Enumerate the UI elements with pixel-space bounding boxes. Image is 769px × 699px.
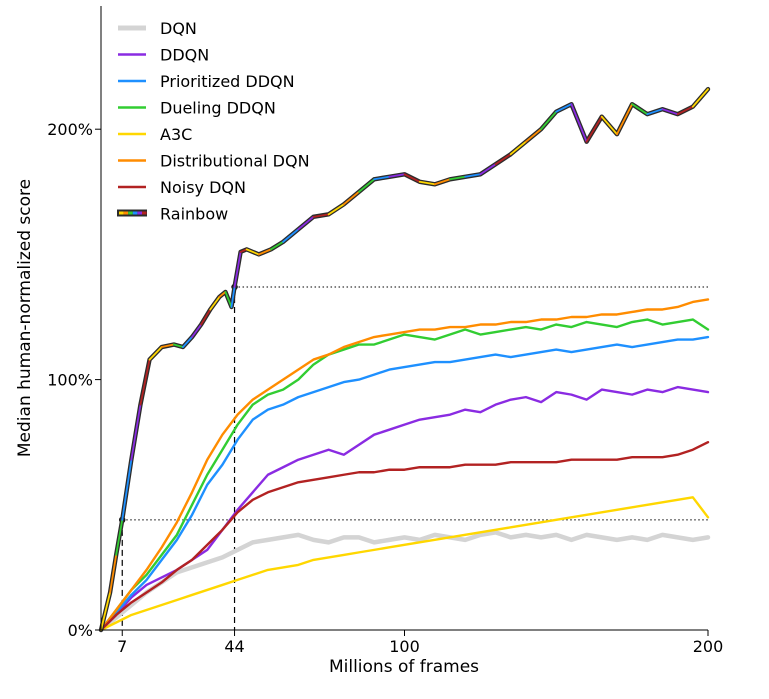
rainbow-segment xyxy=(327,203,345,216)
x-tick-label: 100 xyxy=(389,637,420,656)
legend-item-distributional-dqn: Distributional DQN xyxy=(118,152,310,171)
rainbow-segment xyxy=(525,128,542,143)
series-line-dueling-ddqn xyxy=(99,318,710,632)
rainbow-segment xyxy=(172,343,184,348)
x-axis-title: Millions of frames xyxy=(329,657,479,677)
legend-label: DDQN xyxy=(160,46,209,65)
series-line-a3c xyxy=(99,496,710,632)
rainbow-segment xyxy=(160,343,175,348)
rainbow-segment xyxy=(115,518,124,556)
rainbow-segment xyxy=(191,323,203,338)
rainbow-segment xyxy=(555,103,573,113)
legend-swatch-stripe xyxy=(123,211,129,215)
rainbow-segment xyxy=(616,103,634,136)
legend-item-dqn: DQN xyxy=(118,19,197,38)
legend-label: A3C xyxy=(160,125,192,144)
rainbow-segment xyxy=(676,105,694,116)
legend-label: Noisy DQN xyxy=(160,178,246,197)
rainbow-segment xyxy=(109,553,118,594)
legend: DQN DDQN Prioritized DDQN Dueling DDQN A3C Di… xyxy=(117,19,310,224)
series-lines xyxy=(98,86,711,633)
rainbow-segment xyxy=(100,591,112,631)
rainbow-segment xyxy=(646,108,664,116)
rainbow-segment xyxy=(182,336,193,348)
rainbow-segment xyxy=(224,291,233,308)
rainbow-segment xyxy=(121,458,133,521)
rainbow-segment xyxy=(479,163,497,176)
rainbow-segment xyxy=(233,250,242,288)
rainbow-segment xyxy=(130,403,142,461)
series-line-ddqn xyxy=(99,385,710,632)
rainbow-segment xyxy=(200,308,212,326)
legend-item-dueling-ddqn: Dueling DDQN xyxy=(118,99,276,118)
series-line-noisy-dqn xyxy=(99,441,710,632)
legend-label: DQN xyxy=(160,19,197,38)
rainbow-segment xyxy=(245,248,260,256)
legend-item-noisy-dqn: Noisy DQN xyxy=(118,178,246,197)
rainbow-segment xyxy=(661,108,679,116)
rainbow-segment xyxy=(388,173,406,178)
legend-swatch-stripe xyxy=(128,211,133,215)
rainbow-segment xyxy=(209,296,221,311)
legend-item-rainbow: Rainbow xyxy=(117,205,228,224)
rainbow-segment xyxy=(464,173,482,178)
legend-label: Dueling DDQN xyxy=(160,99,276,118)
series-line-dqn xyxy=(98,530,711,633)
legend-swatch-stripe xyxy=(132,211,138,215)
y-tick-label: 100% xyxy=(47,371,93,390)
y-ticks: 0% 100% 200% xyxy=(47,120,101,640)
legend-label: Prioritized DDQN xyxy=(160,72,295,91)
x-tick-label: 200 xyxy=(693,637,724,656)
rainbow-segment xyxy=(585,115,603,143)
rainbow-segment xyxy=(297,215,315,231)
rainbow-segment xyxy=(570,103,588,143)
rainbow-segment xyxy=(631,103,649,116)
legend-item-prioritized-ddqn: Prioritized DDQN xyxy=(118,72,295,91)
series-line-prioritized-ddqn xyxy=(99,335,710,632)
legend-label: Rainbow xyxy=(160,205,228,224)
rainbow-segment xyxy=(433,178,451,186)
legend-swatch-stripe xyxy=(119,211,124,215)
legend-item-ddqn: DDQN xyxy=(118,46,209,65)
x-ticks: 7 44 100 200 xyxy=(117,630,723,656)
rainbow-segment xyxy=(494,153,512,166)
legend-label: Distributional DQN xyxy=(160,152,310,171)
legend-swatch-stripe xyxy=(137,211,142,215)
rainbow-segment xyxy=(239,248,248,253)
rainbow-segment xyxy=(600,115,618,136)
rainbow-segment xyxy=(139,358,151,406)
legend-swatch-stripe xyxy=(142,211,147,215)
rainbow-segment xyxy=(218,291,227,298)
y-tick-label: 0% xyxy=(68,621,93,640)
rainbow-segment xyxy=(373,175,391,181)
rainbow-segment xyxy=(282,228,300,243)
rainbow-segment xyxy=(312,213,330,218)
rainbow-segment xyxy=(449,175,467,181)
rainbow-segment xyxy=(358,178,376,193)
rainbow-segment xyxy=(418,180,436,186)
rainbow-segment xyxy=(540,110,558,131)
x-tick-label: 7 xyxy=(117,637,127,656)
rainbow-segment xyxy=(257,248,272,256)
rainbow-segment xyxy=(403,173,421,183)
rainbow-segment xyxy=(691,88,709,108)
y-axis-title: Median human-normalized score xyxy=(15,179,35,457)
x-tick-label: 44 xyxy=(224,637,244,656)
rainbow-segment xyxy=(342,190,360,206)
rainbow-segment xyxy=(270,240,285,251)
rainbow-segment xyxy=(148,346,163,361)
y-tick-label: 200% xyxy=(47,120,93,139)
rainbow-segment xyxy=(230,286,236,308)
series-line-rainbow xyxy=(98,86,711,633)
series-line-distributional-dqn xyxy=(99,298,710,632)
legend-item-a3c: A3C xyxy=(118,125,192,144)
rainbow-segment xyxy=(509,140,527,156)
